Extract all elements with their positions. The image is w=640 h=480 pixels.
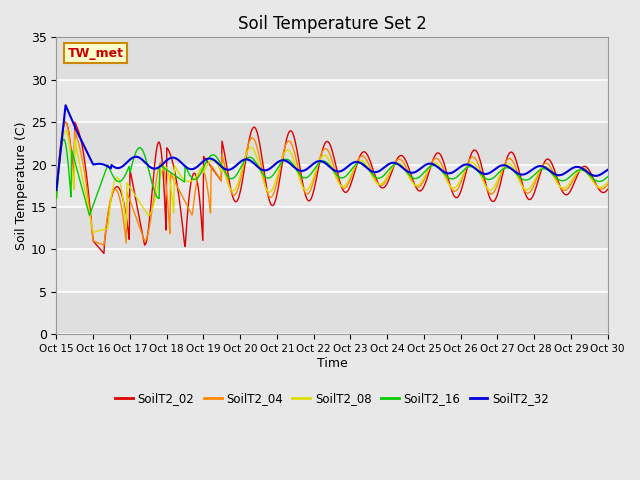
Bar <box>56 122 608 165</box>
SoilT2_04 <box>61 120 69 125</box>
SoilT2_02 <box>604 186 612 192</box>
SoilT2_32 <box>52 187 60 193</box>
SoilT2_04 <box>100 242 108 248</box>
SoilT2_16 <box>417 173 424 179</box>
Bar <box>56 207 608 250</box>
SoilT2_16 <box>86 212 93 218</box>
SoilT2_02 <box>121 204 129 210</box>
SoilT2_02 <box>63 121 71 127</box>
Title: Soil Temperature Set 2: Soil Temperature Set 2 <box>237 15 426 33</box>
SoilT2_04 <box>401 161 408 167</box>
SoilT2_08 <box>63 130 71 136</box>
SoilT2_02 <box>52 187 60 193</box>
SoilT2_16 <box>60 136 68 142</box>
SoilT2_32 <box>61 102 69 108</box>
SoilT2_32 <box>176 158 184 164</box>
Line: SoilT2_32: SoilT2_32 <box>56 105 608 190</box>
SoilT2_08 <box>177 173 184 179</box>
SoilT2_08 <box>61 128 69 133</box>
SoilT2_08 <box>121 209 129 215</box>
SoilT2_32 <box>604 167 612 173</box>
SoilT2_16 <box>206 154 214 159</box>
Line: SoilT2_02: SoilT2_02 <box>56 122 608 253</box>
SoilT2_08 <box>401 166 408 172</box>
SoilT2_16 <box>177 177 184 182</box>
SoilT2_08 <box>52 196 60 202</box>
SoilT2_08 <box>206 159 214 165</box>
SoilT2_04 <box>121 226 129 232</box>
SoilT2_02 <box>61 120 69 125</box>
Line: SoilT2_16: SoilT2_16 <box>56 139 608 215</box>
SoilT2_08 <box>417 180 424 186</box>
SoilT2_32 <box>400 166 408 171</box>
SoilT2_08 <box>90 229 97 235</box>
SoilT2_04 <box>63 122 71 128</box>
Line: SoilT2_04: SoilT2_04 <box>56 122 608 245</box>
SoilT2_02 <box>417 188 424 193</box>
SoilT2_04 <box>604 181 612 187</box>
Line: SoilT2_08: SoilT2_08 <box>56 131 608 232</box>
SoilT2_02 <box>401 156 408 161</box>
SoilT2_02 <box>100 251 108 256</box>
SoilT2_04 <box>177 190 184 196</box>
SoilT2_16 <box>604 174 612 180</box>
SoilT2_16 <box>63 151 71 157</box>
SoilT2_08 <box>604 179 612 185</box>
SoilT2_32 <box>205 156 213 161</box>
X-axis label: Time: Time <box>317 357 348 370</box>
SoilT2_04 <box>206 203 214 209</box>
Y-axis label: Soil Temperature (C): Soil Temperature (C) <box>15 121 28 250</box>
SoilT2_02 <box>177 206 184 212</box>
SoilT2_04 <box>417 183 424 189</box>
Legend: SoilT2_02, SoilT2_04, SoilT2_08, SoilT2_16, SoilT2_32: SoilT2_02, SoilT2_04, SoilT2_08, SoilT2_… <box>111 388 554 410</box>
SoilT2_32 <box>120 162 128 168</box>
Bar <box>56 37 608 80</box>
SoilT2_16 <box>121 173 129 179</box>
SoilT2_16 <box>52 196 60 202</box>
SoilT2_32 <box>63 106 71 112</box>
Bar <box>56 292 608 334</box>
SoilT2_16 <box>401 167 408 172</box>
SoilT2_02 <box>206 162 214 168</box>
SoilT2_32 <box>416 166 424 172</box>
SoilT2_04 <box>52 196 60 202</box>
Text: TW_met: TW_met <box>67 47 124 60</box>
